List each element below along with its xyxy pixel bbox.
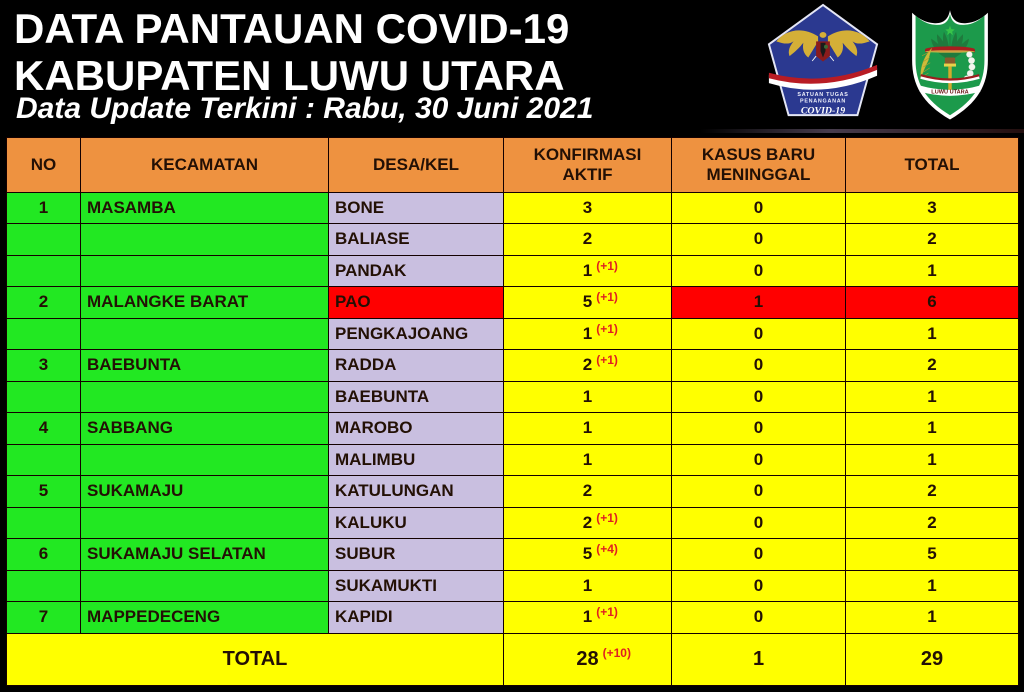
svg-text:LUWU UTARA: LUWU UTARA [931,90,968,96]
svg-text:COVID-19: COVID-19 [801,106,845,117]
svg-text:PENANGANAN: PENANGANAN [800,98,846,104]
svg-text:SATUAN TUGAS: SATUAN TUGAS [797,92,848,98]
